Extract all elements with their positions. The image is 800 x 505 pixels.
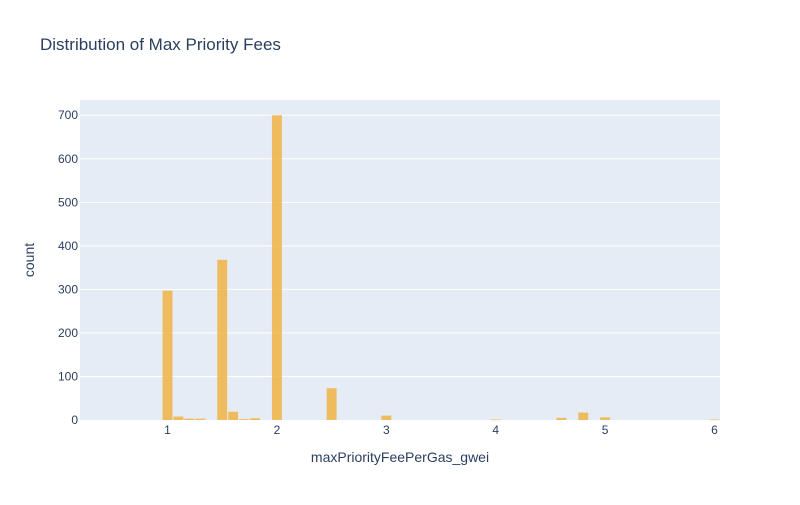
bars	[162, 115, 720, 421]
x-tick-labels: 1 2 3 4 5 6	[164, 423, 718, 437]
histogram-bar[interactable]	[184, 418, 195, 420]
x-axis-label: maxPriorityFeePerGas_gwei	[311, 449, 489, 465]
histogram-bar[interactable]	[556, 417, 567, 420]
histogram-bar[interactable]	[381, 415, 392, 420]
x-tick-label: 2	[274, 423, 281, 437]
histogram-bar[interactable]	[195, 418, 206, 420]
histogram-bar[interactable]	[217, 259, 228, 420]
histogram-bar[interactable]	[326, 388, 337, 420]
histogram-bar[interactable]	[578, 412, 589, 420]
y-tick-label: 300	[58, 282, 78, 296]
histogram-bar[interactable]	[239, 419, 250, 420]
y-tick-label: 600	[58, 152, 78, 166]
grid-lines	[80, 114, 720, 377]
plot-area	[80, 100, 720, 420]
chart-title: Distribution of Max Priority Fees	[40, 35, 281, 54]
y-tick-label: 400	[58, 239, 78, 253]
x-tick-label: 3	[383, 423, 390, 437]
histogram-bar[interactable]	[162, 290, 173, 420]
x-tick-label: 5	[602, 423, 609, 437]
y-axis-label: count	[21, 243, 37, 277]
histogram-bar[interactable]	[709, 419, 720, 421]
y-tick-label: 200	[58, 326, 78, 340]
histogram-bar[interactable]	[271, 115, 282, 420]
x-tick-label: 1	[164, 423, 171, 437]
y-tick-label: 0	[71, 413, 78, 427]
histogram-bar[interactable]	[490, 419, 501, 421]
histogram-bar[interactable]	[228, 411, 239, 420]
x-tick-label: 4	[492, 423, 499, 437]
x-tick-label: 6	[711, 423, 718, 437]
y-tick-label: 700	[58, 108, 78, 122]
histogram-bar[interactable]	[600, 417, 611, 420]
y-tick-labels: 0 100 200 300 400 500 600 700	[58, 108, 78, 427]
histogram-bar[interactable]	[173, 416, 184, 420]
y-tick-label: 500	[58, 195, 78, 209]
histogram-bar[interactable]	[250, 418, 261, 420]
y-tick-label: 100	[58, 369, 78, 383]
